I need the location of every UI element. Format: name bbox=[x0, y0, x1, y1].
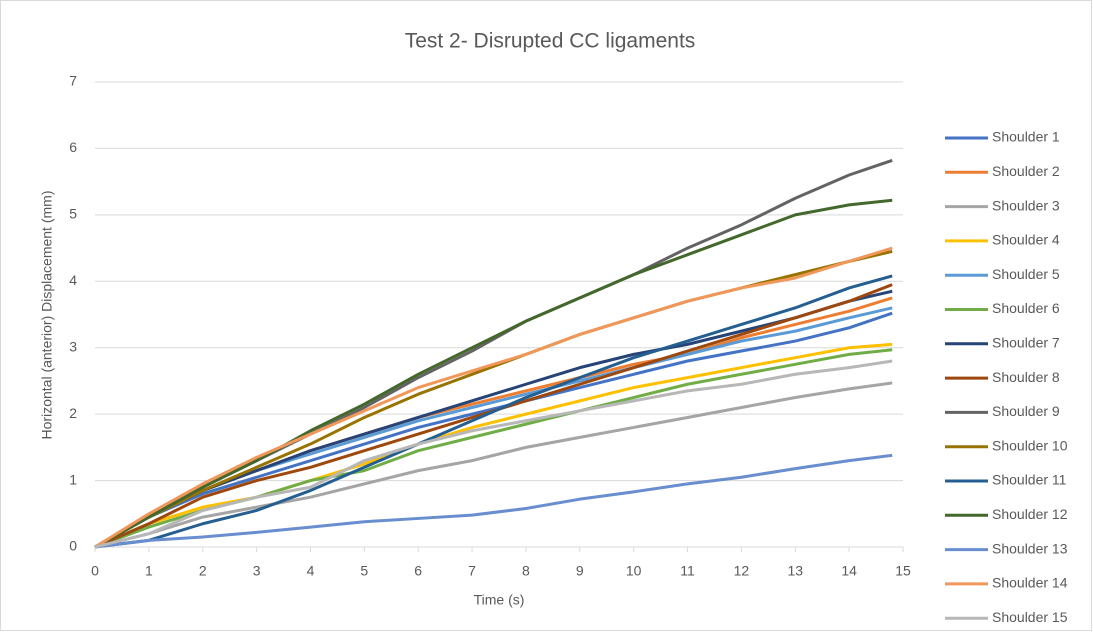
x-tick-label: 6 bbox=[414, 563, 422, 579]
y-tick-label: 3 bbox=[69, 338, 77, 354]
x-tick-label: 14 bbox=[841, 563, 857, 579]
y-axis-label: Horizontal (anterior) Displacement (mm) bbox=[39, 191, 55, 440]
x-tick-label: 11 bbox=[680, 563, 695, 579]
series-line bbox=[94, 359, 893, 549]
legend-label: Shoulder 13 bbox=[992, 540, 1068, 556]
legend-label: Shoulder 3 bbox=[992, 197, 1060, 213]
series-line bbox=[94, 381, 893, 549]
series-line bbox=[94, 289, 893, 549]
x-tick-label: 10 bbox=[626, 563, 642, 579]
series-line bbox=[94, 198, 893, 549]
y-tick-label: 2 bbox=[69, 405, 77, 421]
chart-title: Test 2- Disrupted CC ligaments bbox=[405, 30, 696, 53]
legend-label: Shoulder 1 bbox=[992, 129, 1060, 145]
x-tick-label: 4 bbox=[307, 563, 315, 579]
y-tick-label: 1 bbox=[69, 471, 77, 487]
legend-label: Shoulder 5 bbox=[992, 266, 1060, 282]
x-tick-label: 8 bbox=[522, 563, 530, 579]
legend-label: Shoulder 9 bbox=[992, 403, 1060, 419]
series-line bbox=[94, 311, 893, 549]
series-line bbox=[94, 453, 893, 549]
y-tick-label: 7 bbox=[69, 73, 77, 89]
legend-label: Shoulder 6 bbox=[992, 300, 1060, 316]
legend-label: Shoulder 7 bbox=[992, 335, 1060, 351]
y-tick-label: 6 bbox=[69, 139, 77, 155]
x-tick-label: 7 bbox=[468, 563, 476, 579]
x-tick-label: 15 bbox=[895, 563, 911, 579]
legend-label: Shoulder 14 bbox=[992, 575, 1068, 591]
legend-label: Shoulder 11 bbox=[992, 472, 1067, 488]
legend-label: Shoulder 4 bbox=[992, 232, 1060, 248]
x-tick-label: 12 bbox=[734, 563, 750, 579]
series-line bbox=[94, 274, 893, 549]
series-line bbox=[94, 249, 893, 549]
x-tick-label: 3 bbox=[253, 563, 261, 579]
legend-label: Shoulder 8 bbox=[992, 369, 1060, 385]
legend-label: Shoulder 10 bbox=[992, 437, 1068, 453]
x-tick-label: 5 bbox=[360, 563, 368, 579]
x-tick-label: 0 bbox=[91, 563, 99, 579]
legend-label: Shoulder 2 bbox=[992, 163, 1060, 179]
series-line bbox=[94, 342, 893, 549]
series-line bbox=[94, 246, 893, 549]
y-tick-label: 4 bbox=[69, 272, 77, 288]
legend-label: Shoulder 12 bbox=[992, 506, 1068, 522]
x-tick-label: 1 bbox=[145, 563, 153, 579]
y-tick-label: 5 bbox=[69, 206, 77, 222]
x-tick-label: 9 bbox=[576, 563, 584, 579]
x-axis-label: Time (s) bbox=[474, 592, 525, 608]
x-tick-label: 13 bbox=[787, 563, 803, 579]
legend-label: Shoulder 15 bbox=[992, 609, 1068, 625]
x-tick-label: 2 bbox=[199, 563, 207, 579]
y-tick-label: 0 bbox=[69, 538, 77, 554]
